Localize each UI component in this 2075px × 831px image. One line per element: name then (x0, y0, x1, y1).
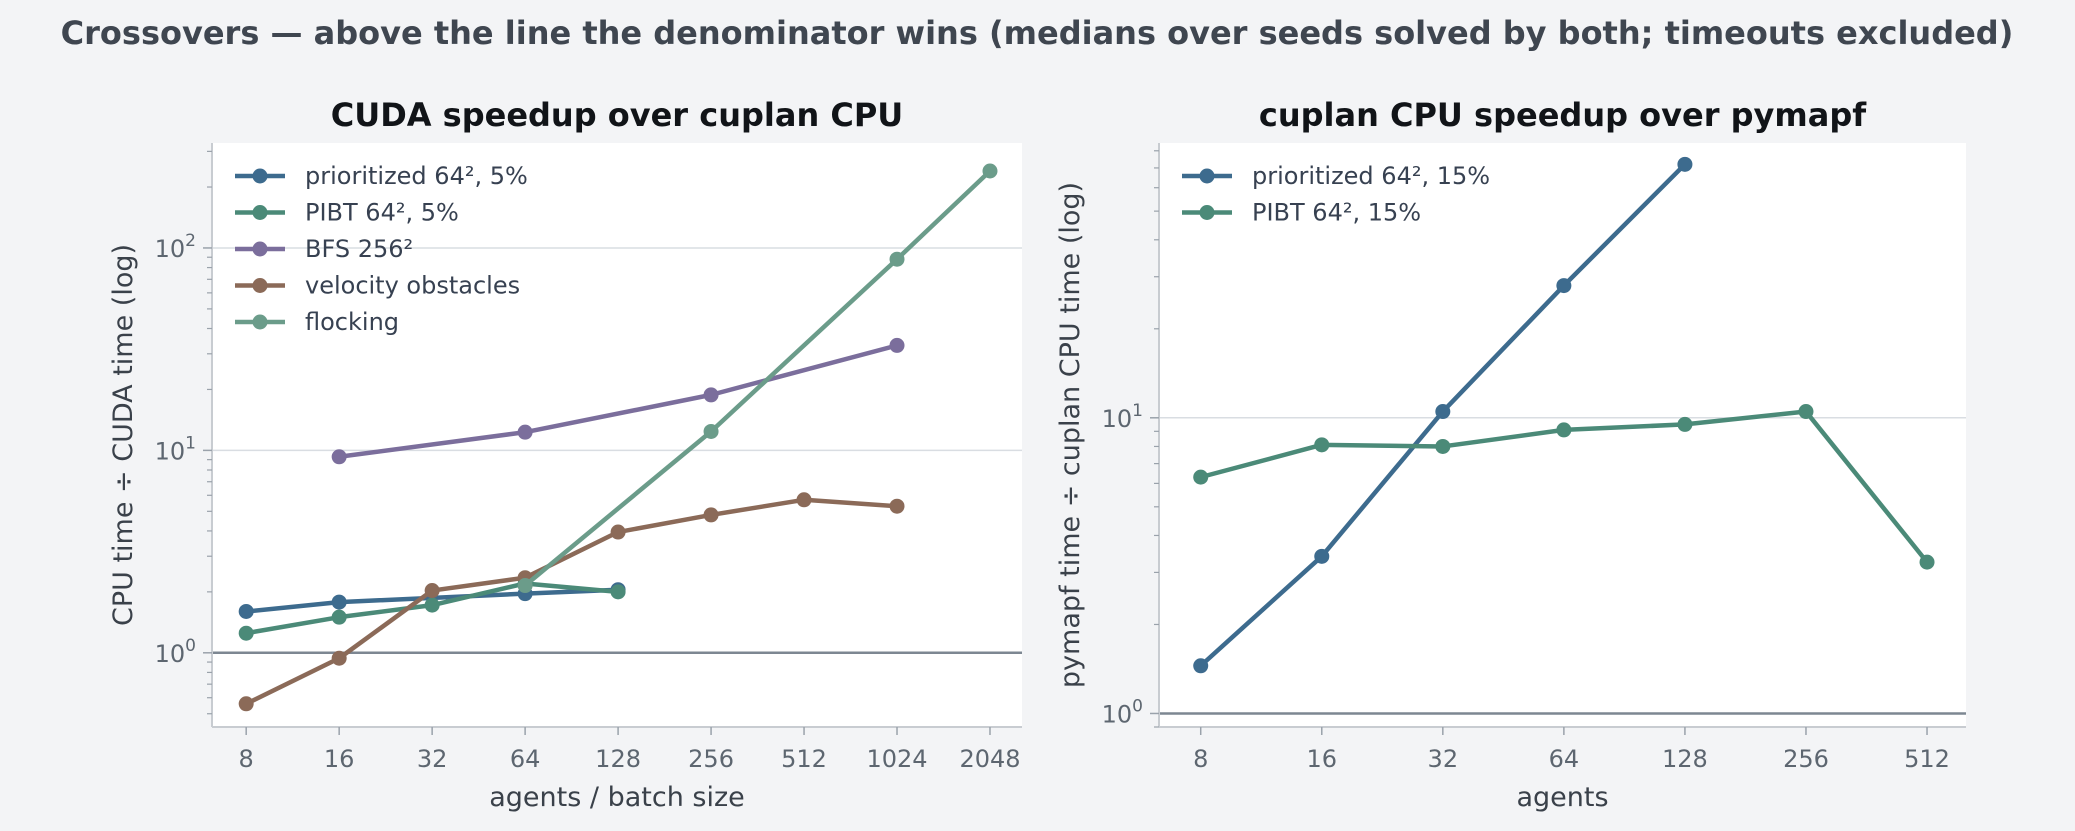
legend: prioritized 64², 15% PIBT 64², 15% (1182, 162, 1490, 227)
legend-label: prioritized 64², 5% (305, 162, 528, 190)
data-point (1193, 469, 1209, 485)
data-point (703, 387, 719, 403)
y-tick-label: 100 (1102, 696, 1143, 728)
x-tick-label: 128 (1662, 745, 1708, 773)
data-point (424, 597, 440, 613)
data-point (1435, 404, 1451, 420)
data-point (1314, 548, 1330, 564)
series-2 (1193, 404, 1935, 570)
data-point (1314, 437, 1330, 453)
x-tick-label: 512 (781, 745, 827, 773)
data-point (1798, 404, 1814, 420)
data-point (703, 423, 719, 439)
data-point (1556, 422, 1572, 438)
figure-title: Crossovers — above the line the denomina… (61, 14, 2014, 52)
data-point (1435, 438, 1451, 454)
plot-area (212, 143, 1022, 727)
data-point (610, 584, 626, 600)
legend-marker (252, 241, 268, 257)
x-tick-label: 64 (510, 745, 541, 773)
x-tick-label: 16 (1306, 745, 1337, 773)
data-point (238, 603, 254, 619)
legend-label: flocking (305, 308, 399, 336)
series-line (336, 343, 900, 460)
series-line (243, 497, 900, 707)
x-tick-label: 2048 (959, 745, 1020, 773)
data-point (331, 449, 347, 465)
legend-label: BFS 256² (305, 235, 413, 263)
data-point (610, 524, 626, 540)
legend-marker (1199, 168, 1215, 184)
x-tick-label: 32 (417, 745, 448, 773)
x-tick-label: 128 (595, 745, 641, 773)
data-point (517, 424, 533, 440)
x-tick-label: 1024 (866, 745, 927, 773)
data-point (1677, 416, 1693, 432)
data-point (1919, 554, 1935, 570)
chart-title: cuplan CPU speedup over pymapf (1259, 96, 1867, 134)
legend-marker (252, 168, 268, 184)
data-point (796, 492, 812, 508)
chart-panel-2: 100 101 8 16 32 64 128 256 512 cuplan CPU speedup… (1055, 96, 1966, 813)
x-tick-label: 8 (239, 745, 254, 773)
y-tick-label: 102 (155, 231, 196, 263)
series-4 (238, 492, 905, 712)
data-point (889, 498, 905, 514)
series-1 (1193, 156, 1693, 674)
y-axis-label: pymapf time ÷ cuplan CPU time (log) (1055, 182, 1086, 688)
data-point (889, 251, 905, 267)
data-point (238, 625, 254, 641)
legend-marker (252, 278, 268, 293)
x-tick-label: 512 (1904, 745, 1950, 773)
data-point (331, 594, 347, 610)
y-tick-label: 100 (155, 636, 196, 668)
legend-marker (252, 314, 268, 330)
data-point (331, 650, 347, 666)
x-tick-label: 32 (1428, 745, 1459, 773)
series-line (522, 168, 993, 588)
data-point (517, 578, 533, 594)
series-3 (331, 337, 905, 465)
legend-label: PIBT 64², 5% (305, 199, 459, 227)
y-tick-label: 101 (155, 433, 196, 465)
data-point (424, 583, 440, 599)
chart-title: CUDA speedup over cuplan CPU (331, 96, 904, 134)
legend-marker (252, 205, 268, 220)
data-point (1556, 278, 1572, 294)
x-tick-label: 8 (1193, 745, 1208, 773)
data-point (1193, 658, 1209, 674)
data-point (1677, 156, 1693, 172)
series-2 (238, 575, 626, 641)
legend-label: velocity obstacles (305, 272, 520, 300)
data-point (331, 609, 347, 625)
data-point (982, 163, 998, 179)
x-tick-label: 256 (688, 745, 734, 773)
chart-panel-1: 100 101 102 8 16 32 64 128 256 512 1024 2048 CUDA sp… (108, 96, 1022, 813)
x-axis-label: agents / batch size (489, 782, 745, 813)
y-tick-label: 101 (1102, 401, 1143, 433)
x-tick-label: 16 (324, 745, 355, 773)
legend-label: PIBT 64², 15% (1252, 199, 1421, 227)
legend: prioritized 64², 5% PIBT 64², 5% BFS 256² v… (235, 162, 528, 336)
series-5 (517, 163, 998, 594)
legend-label: prioritized 64², 15% (1252, 162, 1490, 190)
x-tick-label: 256 (1783, 745, 1829, 773)
data-point (238, 696, 254, 712)
legend-marker (1199, 205, 1215, 220)
y-axis-label: CPU time ÷ CUDA time (log) (108, 244, 139, 626)
x-tick-label: 64 (1549, 745, 1580, 773)
data-point (889, 337, 905, 353)
x-axis-label: agents (1516, 782, 1608, 813)
data-point (703, 507, 719, 523)
